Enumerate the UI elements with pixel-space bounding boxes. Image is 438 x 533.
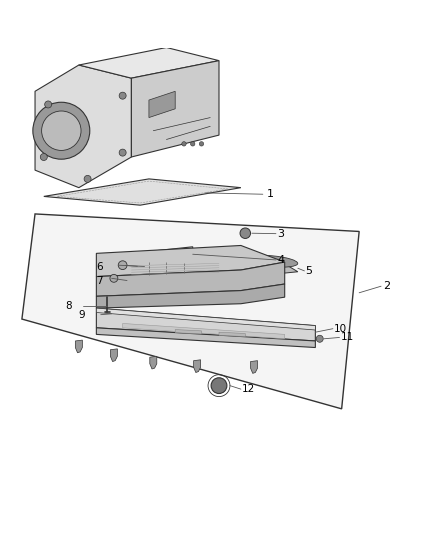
Polygon shape	[96, 262, 285, 296]
Text: 12: 12	[242, 384, 255, 394]
Circle shape	[119, 149, 126, 156]
Polygon shape	[123, 324, 285, 339]
Text: 4: 4	[277, 255, 284, 265]
Text: 1: 1	[267, 189, 274, 199]
Circle shape	[182, 142, 186, 146]
Circle shape	[199, 142, 204, 146]
Circle shape	[316, 335, 323, 342]
Polygon shape	[96, 284, 285, 308]
Text: 2: 2	[383, 281, 390, 291]
Text: 11: 11	[341, 333, 354, 343]
Polygon shape	[194, 360, 201, 373]
Polygon shape	[149, 91, 175, 118]
Polygon shape	[79, 47, 219, 78]
Polygon shape	[96, 308, 315, 330]
Circle shape	[84, 175, 91, 182]
Circle shape	[211, 378, 227, 393]
Polygon shape	[175, 329, 201, 334]
Text: 5: 5	[305, 266, 312, 276]
Polygon shape	[44, 179, 241, 205]
Text: 3: 3	[277, 229, 284, 239]
Circle shape	[110, 274, 118, 282]
Circle shape	[45, 101, 52, 108]
Circle shape	[240, 228, 251, 238]
Circle shape	[118, 261, 127, 270]
Polygon shape	[245, 261, 298, 274]
Polygon shape	[251, 361, 258, 374]
Circle shape	[40, 154, 47, 160]
Polygon shape	[96, 246, 285, 277]
Polygon shape	[150, 356, 157, 369]
Circle shape	[42, 111, 81, 150]
Text: 10: 10	[334, 324, 347, 334]
Ellipse shape	[245, 255, 298, 267]
Polygon shape	[219, 332, 245, 336]
Circle shape	[119, 92, 126, 99]
Polygon shape	[96, 328, 315, 348]
Text: 8: 8	[66, 301, 72, 311]
Polygon shape	[131, 247, 193, 268]
Circle shape	[191, 142, 195, 146]
Text: 9: 9	[79, 310, 85, 320]
Circle shape	[161, 252, 172, 262]
Polygon shape	[131, 61, 219, 157]
Polygon shape	[96, 308, 315, 341]
Polygon shape	[35, 65, 131, 188]
Polygon shape	[110, 349, 117, 361]
Text: 6: 6	[96, 262, 103, 271]
Polygon shape	[22, 214, 359, 409]
Circle shape	[33, 102, 90, 159]
Circle shape	[144, 252, 154, 262]
Polygon shape	[75, 340, 82, 353]
Text: 7: 7	[96, 276, 103, 286]
Polygon shape	[112, 310, 116, 318]
